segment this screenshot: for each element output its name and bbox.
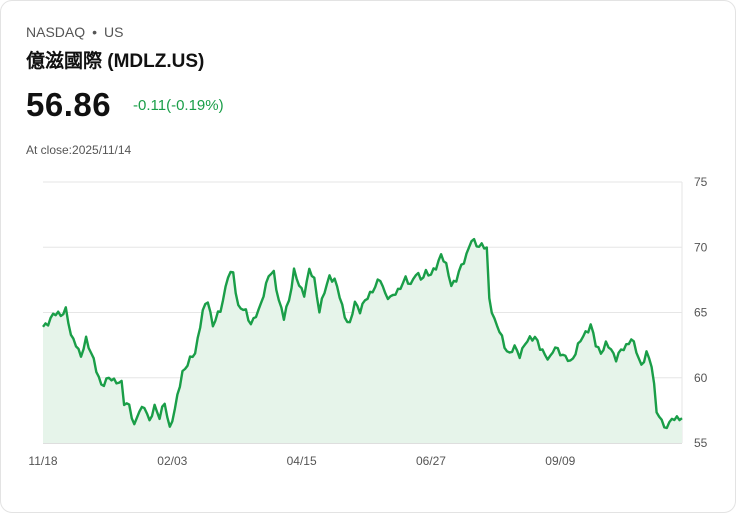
exchange-line: NASDAQ • US [26,24,123,40]
price-change: -0.11(-0.19%) [133,97,224,114]
price-area-fill [43,239,682,443]
last-price: 56.86 [26,86,112,123]
y-tick-65: 65 [694,306,708,320]
price-chart[interactable]: 75 70 65 60 55 11/18 02/03 04/15 06/27 09/09 [0,160,736,470]
x-tick-04-15: 04/15 [287,454,317,468]
y-tick-60: 60 [694,371,708,385]
close-time: At close:2025/11/14 [26,143,132,157]
y-axis-ticks: 75 70 65 60 55 [694,175,708,450]
price-line[interactable] [42,237,683,430]
y-tick-70: 70 [694,240,708,254]
x-axis-ticks: 11/18 02/03 04/15 06/27 09/09 [28,454,575,468]
exchange-name: NASDAQ [26,24,86,40]
market-name: US [104,24,124,40]
y-tick-75: 75 [694,175,708,189]
x-tick-11-18: 11/18 [28,454,57,468]
y-tick-55: 55 [694,436,708,450]
x-tick-06-27: 06/27 [416,454,446,468]
x-tick-02-03: 02/03 [157,454,187,468]
separator-dot: • [92,24,98,40]
x-tick-09-09: 09/09 [545,454,575,468]
stock-title: 億滋國際 (MDLZ.US) [26,51,205,72]
